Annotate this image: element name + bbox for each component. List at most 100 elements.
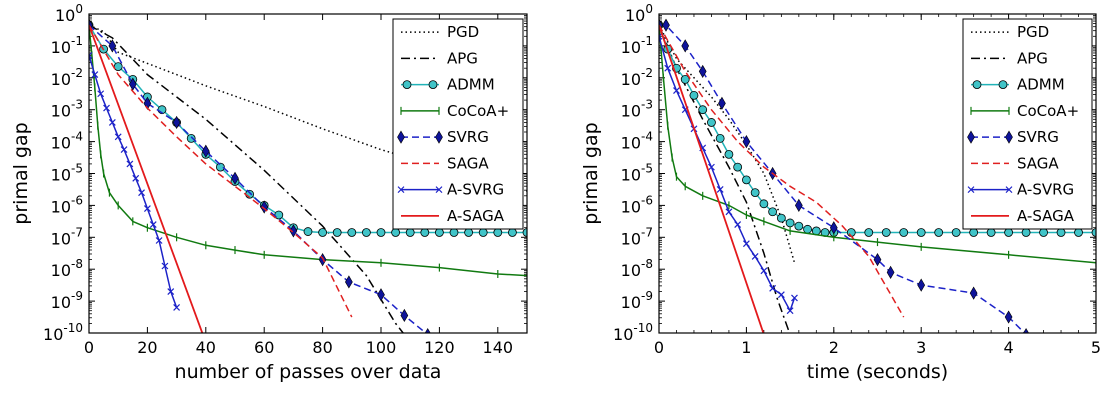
x-tick-label: 0: [654, 338, 664, 357]
axes-frame: [658, 13, 1097, 334]
data-point-admm: [803, 224, 812, 234]
data-point-admm: [113, 62, 123, 72]
y-tick-label: 10-3: [621, 98, 653, 121]
y-tick-label: 10-7: [621, 225, 653, 248]
legend-marker-a-svrg: [397, 186, 405, 194]
x-tick-label: 20: [137, 338, 157, 357]
data-point-a-svrg: [167, 288, 175, 295]
y-tick-label: 100: [55, 2, 83, 25]
legend: PGD APG ADMM CoCoA+ SVRG SAGA A-SVRG A-SAGA: [962, 18, 1093, 230]
data-point-admm: [318, 228, 328, 237]
y-tick-label: 10-6: [621, 193, 653, 216]
data-point-admm: [449, 228, 459, 237]
data-point-admm: [899, 228, 909, 237]
data-point-a-svrg: [742, 240, 750, 248]
data-point-admm: [916, 228, 926, 237]
legend-marker-svrg: [397, 130, 405, 144]
legend-label: A-SVRG: [447, 181, 504, 199]
y-tick-label: 100: [625, 2, 653, 25]
y-tick-label: 10-5: [51, 162, 83, 185]
x-tick-label: 80: [312, 338, 332, 357]
data-point-admm: [522, 228, 527, 237]
legend-label: PGD: [1017, 23, 1049, 41]
data-point-admm: [1091, 228, 1096, 237]
legend-marker-svrg: [967, 130, 975, 144]
data-point-admm: [986, 228, 996, 237]
data-point-svrg: [1004, 310, 1013, 324]
x-tick-label: 2: [829, 338, 839, 357]
legend-label: CoCoA+: [447, 102, 509, 120]
data-point-admm: [420, 228, 430, 237]
data-point-a-svrg: [173, 304, 181, 311]
y-tick-label: 10-10: [613, 321, 653, 344]
legend-label: SVRG: [447, 128, 489, 146]
axes-frame: [88, 13, 528, 334]
data-point-admm: [680, 74, 690, 84]
data-point-svrg: [289, 224, 298, 238]
y-tick-label: 10-4: [621, 130, 653, 153]
data-point-admm: [951, 228, 961, 237]
data-point-admm: [794, 221, 804, 231]
x-tick-label: 5: [1091, 338, 1101, 357]
data-point-a-svrg: [97, 90, 105, 98]
data-point-admm: [361, 228, 371, 237]
chart-time: 100 10-1 10-2 10-3 10-4 10-5 10-6 10-7 10-8 10-9 1…: [580, 2, 1101, 383]
data-point-a-svrg: [751, 253, 759, 260]
series-line-a-svrg: [89, 55, 178, 308]
data-point-a-svrg: [673, 87, 680, 94]
y-tick-label: 10-7: [51, 225, 83, 248]
legend-marker-admm: [428, 80, 438, 90]
data-point-admm: [1004, 228, 1013, 237]
data-point-admm: [215, 162, 225, 172]
data-point-admm: [303, 227, 313, 236]
legend-marker-a-svrg: [1005, 186, 1013, 194]
data-point-svrg: [400, 308, 409, 323]
legend-marker-svrg: [435, 130, 443, 144]
legend-label: SAGA: [447, 154, 489, 172]
data-point-admm: [508, 228, 517, 237]
data-point-admm: [768, 207, 778, 217]
data-point-a-svrg: [149, 221, 157, 228]
series-line-saga: [89, 24, 353, 318]
legend-label: CoCoA+: [1017, 102, 1079, 120]
data-point-admm: [186, 134, 196, 143]
data-point-admm: [332, 228, 342, 237]
x-tick-label: 1: [741, 338, 751, 357]
data-point-svrg: [681, 39, 690, 53]
series-line-svrg: [89, 24, 427, 333]
legend-label: PGD: [447, 23, 479, 41]
chart-passes: 100 10-1 10-2 10-3 10-4 10-5 10-6 10-7 10-8 10-9 1…: [10, 2, 528, 383]
x-tick-label: 3: [916, 338, 926, 357]
series-line-cocoa-: [659, 25, 1096, 264]
legend-label: APG: [447, 49, 478, 67]
data-point-svrg: [1023, 327, 1029, 333]
y-tick-label: 10-5: [621, 162, 653, 185]
data-point-a-svrg: [786, 307, 794, 315]
x-tick-label: 40: [196, 338, 216, 357]
data-point-admm: [698, 105, 708, 115]
x-tick-label: 140: [483, 338, 514, 357]
data-point-admm: [347, 228, 357, 237]
x-tick-label: 0: [84, 338, 94, 357]
data-point-admm: [724, 149, 734, 159]
legend-label: SAGA: [1017, 154, 1059, 172]
data-point-a-svrg: [161, 262, 169, 270]
legend-marker-admm: [972, 80, 982, 90]
data-point-svrg: [172, 115, 181, 130]
y-tick-label: 10-3: [51, 98, 83, 121]
data-point-admm: [1021, 228, 1031, 237]
data-point-a-svrg: [769, 284, 777, 292]
data-point-svrg: [718, 96, 726, 110]
data-point-svrg: [829, 221, 838, 235]
data-point-a-svrg: [716, 186, 724, 193]
data-point-admm: [776, 213, 786, 223]
data-point-a-svrg: [103, 104, 110, 112]
data-point-svrg: [662, 18, 670, 32]
y-tick-label: 10-1: [621, 34, 653, 57]
legend-marker-svrg: [1005, 130, 1013, 144]
data-point-admm: [274, 210, 284, 220]
data-point-a-svrg: [138, 189, 145, 197]
data-point-admm: [478, 228, 488, 237]
legend-label: ADMM: [447, 76, 495, 94]
y-axis-label: primal gap: [10, 122, 32, 224]
